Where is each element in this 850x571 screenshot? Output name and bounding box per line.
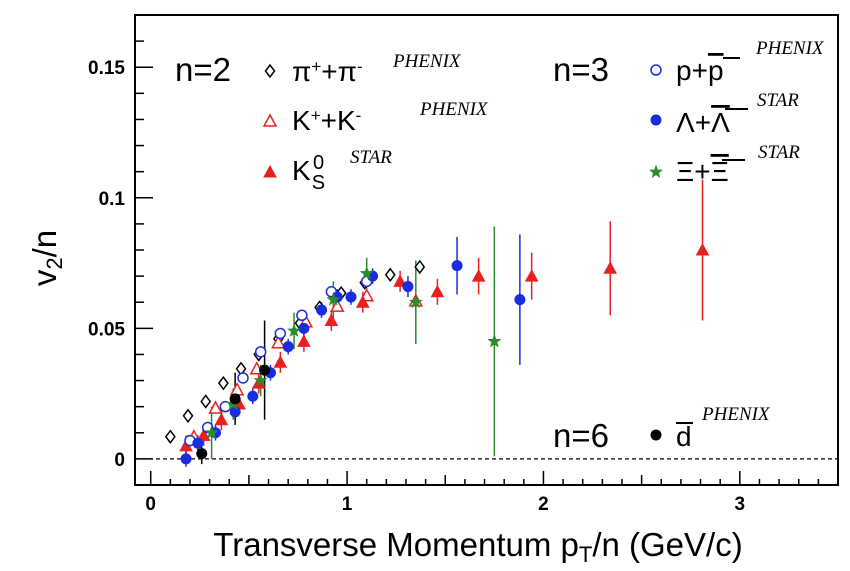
data-point-circle [274,327,287,340]
data-point-circle [316,304,328,316]
data-point-circle [282,341,294,353]
data-point-diamond [164,429,176,444]
group-label-n6: n=6 [553,417,609,454]
group-label-n3: n=3 [553,51,609,88]
x-tick-label: 2 [538,494,549,515]
data-point-triangle [214,412,229,426]
data-point-triangle [208,400,223,414]
legend-experiment: PHENIX [701,404,771,425]
data-point-triangle [329,298,345,312]
data-point-circle [237,372,249,384]
legend-label: Λ+Λ [676,107,730,138]
data-point-triangle [324,313,339,326]
legend-marker [648,164,664,178]
legend-label: p+p [676,55,724,86]
data-point-star [204,425,219,439]
data-point-diamond [384,267,396,283]
legend-marker [650,114,662,126]
legend-experiment: STAR [757,90,799,111]
data-point-circle [514,294,526,306]
x-tick-label: 0 [145,494,156,515]
data-point-circle [196,448,208,460]
data-point-circle [402,281,414,293]
data-point-triangle [603,261,618,274]
y-axis-label: v2/n [26,230,67,286]
data-point-star [287,323,302,337]
legend-marker [263,164,277,178]
x-axis-label: Transverse Momentum pT/n (GeV/c) [213,526,742,567]
data-point-circle [451,260,463,272]
data-point-circle [192,437,204,449]
data-point-circle [247,390,259,402]
data-point-star [487,334,502,348]
data-point-triangle [273,355,288,368]
y-tick-label: 0.15 [88,58,125,79]
data-point-diamond [414,259,426,275]
data-point-circle [180,453,192,465]
legend-experiment: PHENIX [419,99,489,120]
data-point-star [359,266,374,280]
legend-experiment: STAR [758,142,800,163]
legend-label: Ξ+Ξ [676,156,729,187]
legend-marker [650,429,662,441]
group-label-n2: n=2 [175,51,231,88]
legend-marker [650,64,662,76]
x-tick-label: 1 [342,494,353,515]
data-point-circle [298,322,310,334]
data-point-star [326,292,341,306]
data-point-triangle [695,242,710,256]
data-point-triangle [524,269,539,282]
data-point-star [408,294,423,309]
y-tick-label: 0.05 [88,319,125,340]
legend-experiment: STAR [350,147,392,168]
data-point-circle [296,309,308,322]
data-point-circle [345,291,357,303]
legend-experiment: PHENIX [755,38,825,59]
data-point-triangle [393,274,407,287]
legend-label: KS0 [292,152,325,194]
data-point-circle [229,393,241,405]
data-point-diamond [200,394,212,409]
legend-label: d [676,421,692,452]
data-point-triangle [196,428,211,441]
data-point-triangle [430,284,445,298]
data-point-circle [254,346,267,358]
data-point-triangle [297,334,311,347]
x-tick-label: 3 [735,494,746,515]
data-point-triangle [271,335,286,349]
y-tick-label: 0 [114,450,125,471]
y-tick-label: 0.1 [99,189,126,210]
legend-marker [264,63,276,79]
data-point-diamond [182,408,194,424]
legend-label: π++π- [292,56,363,87]
data-point-triangle [355,295,370,308]
data-point-diamond [217,375,229,391]
data-point-star [253,373,268,387]
legend-label: K++K- [292,105,361,136]
legend-marker [262,113,278,127]
legend-experiment: PHENIX [392,51,462,72]
data-point-triangle [471,269,486,282]
data-point-circle [259,364,271,376]
